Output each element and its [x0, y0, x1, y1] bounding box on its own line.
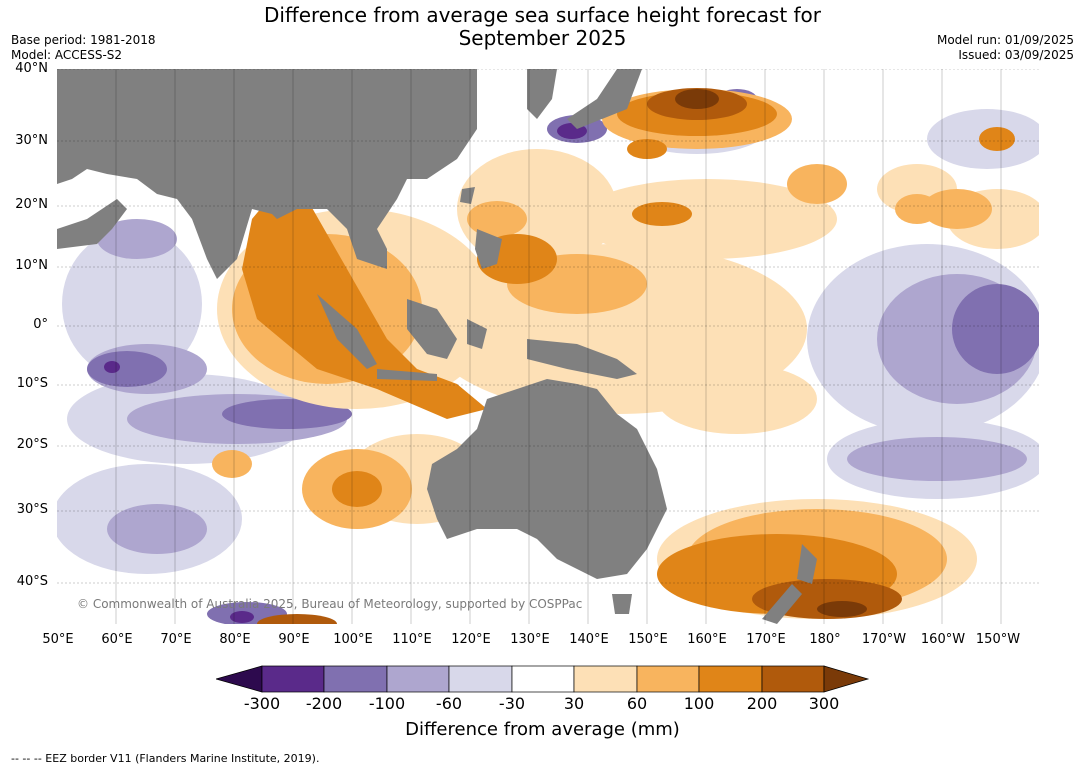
colorbar-tick: -100 — [368, 694, 406, 713]
anomaly-field — [57, 88, 1039, 624]
australia-land — [427, 379, 667, 579]
lon-label-180: 180° — [809, 632, 841, 647]
lon-label-90e: 90°E — [278, 632, 310, 647]
colorbar-arrow-low — [216, 665, 263, 693]
lat-label-0: 0° — [33, 317, 48, 332]
lon-label-130e: 130°E — [510, 632, 550, 647]
title-line-1: Difference from average sea surface heig… — [263, 3, 822, 27]
graticule — [57, 69, 1039, 624]
lon-label-60e: 60°E — [101, 632, 133, 647]
colorbar-tick: 30 — [563, 694, 585, 713]
colorbar-arrow-high — [823, 665, 870, 693]
lat-label-10s: 10°S — [16, 376, 48, 391]
colorbar-bin-6 — [573, 665, 638, 693]
new-guinea-land — [527, 339, 637, 379]
lat-label-10n: 10°N — [15, 258, 48, 273]
map-title: Difference from average sea surface heig… — [0, 4, 1085, 50]
tasmania-land — [612, 594, 632, 614]
lon-label-170w: 170°W — [861, 632, 907, 647]
colorbar-tick: 300 — [808, 694, 840, 713]
lon-label-110e: 110°E — [392, 632, 432, 647]
colorbar-tick: -30 — [498, 694, 526, 713]
lat-label-20s: 20°S — [16, 437, 48, 452]
borneo-land — [407, 299, 457, 359]
issued-date: Issued: 03/09/2025 — [958, 48, 1074, 62]
colorbar-bin-2 — [323, 665, 388, 693]
colorbar-bin-8 — [698, 665, 763, 693]
new-zealand-south-land — [762, 584, 802, 624]
java-land — [377, 369, 437, 381]
colorbar-bin-3 — [386, 665, 450, 693]
lon-label-100e: 100°E — [333, 632, 373, 647]
lon-label-50e: 50°E — [42, 632, 74, 647]
lat-label-30s: 30°S — [16, 502, 48, 517]
colorbar-tick: 200 — [746, 694, 778, 713]
colorbar-bin-5 — [511, 665, 575, 693]
lon-label-170e: 170°E — [746, 632, 786, 647]
copyright-credit: © Commonwealth of Australia 2025, Bureau… — [77, 597, 583, 611]
lon-label-120e: 120°E — [451, 632, 491, 647]
colorbar-label: Difference from average (mm) — [405, 719, 680, 740]
lon-label-160e: 160°E — [687, 632, 727, 647]
colorbar-tick: 60 — [626, 694, 648, 713]
lat-label-30n: 30°N — [15, 133, 48, 148]
colorbar — [216, 665, 870, 693]
colorbar-tick: 100 — [683, 694, 715, 713]
meta-left: Base period: 1981-2018 Model: ACCESS-S2 — [11, 33, 156, 63]
colorbar-tick: -300 — [243, 694, 281, 713]
lat-label-40s: 40°S — [16, 574, 48, 589]
lon-label-70e: 70°E — [160, 632, 192, 647]
landmass — [57, 69, 817, 624]
arabia-land — [57, 199, 127, 249]
model-run: Model run: 01/09/2025 — [936, 33, 1074, 47]
taiwan-land — [460, 187, 475, 204]
colorbar-bin-9 — [761, 665, 825, 693]
title-line-2: September 2025 — [458, 26, 627, 50]
meta-right: Model run: 01/09/2025 Issued: 03/09/2025 — [937, 33, 1074, 63]
colorbar-bin-7 — [636, 665, 700, 693]
philippines-land — [475, 229, 502, 269]
model-name: Model: ACCESS-S2 — [11, 48, 123, 62]
lat-label-20n: 20°N — [15, 197, 48, 212]
lon-label-80e: 80°E — [219, 632, 251, 647]
new-zealand-north-land — [797, 544, 817, 584]
colorbar-tick: -200 — [305, 694, 343, 713]
lon-label-150w: 150°W — [975, 632, 1021, 647]
sulawesi-land — [467, 319, 487, 349]
lon-label-140e: 140°E — [569, 632, 609, 647]
asia-land — [57, 69, 477, 279]
base-period: Base period: 1981-2018 — [11, 33, 156, 47]
japan-land — [567, 69, 642, 129]
colorbar-bin-4 — [448, 665, 513, 693]
colorbar-tick: -60 — [435, 694, 463, 713]
sumatra-land — [317, 294, 377, 369]
eez-footnote: -- -- -- EEZ border V11 (Flanders Marine… — [11, 752, 320, 765]
korea-land — [527, 69, 557, 119]
lat-label-40n: 40°N — [15, 61, 48, 76]
colorbar-bin-1 — [261, 665, 325, 693]
sea-surface-height-map — [57, 69, 1039, 624]
lon-label-160w: 160°W — [920, 632, 966, 647]
lon-label-150e: 150°E — [628, 632, 668, 647]
